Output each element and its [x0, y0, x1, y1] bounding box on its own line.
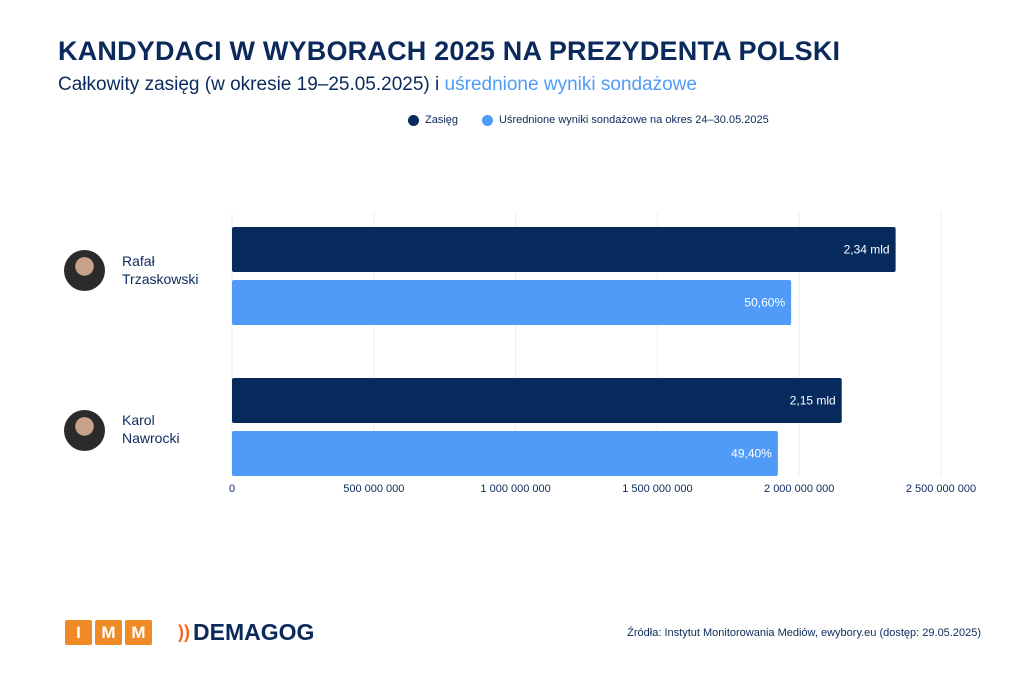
subtitle-highlight: uśrednione wyniki sondażowe	[444, 74, 697, 95]
demagog-logo: )) DEMAGOG	[178, 619, 315, 645]
legend: Zasięg Uśrednione wyniki sondażowe na ok…	[408, 114, 769, 126]
bar-zasieg	[232, 378, 842, 423]
x-tick-label: 1 000 000 000	[480, 483, 550, 495]
category-label-nawrocki: Karol Nawrocki	[122, 412, 180, 446]
source-note: Źródła: Instytut Monitorowania Mediów, e…	[627, 627, 981, 639]
legend-dot-zasieg	[408, 114, 419, 126]
x-tick-label: 2 000 000 000	[764, 483, 834, 495]
chart-title: KANDYDACI W WYBORACH 2025 NA PREZYDENTA …	[58, 36, 841, 66]
x-tick-label: 0	[229, 483, 235, 495]
legend-label-zasieg: Zasięg	[425, 114, 459, 126]
bar-zasieg	[232, 227, 896, 272]
legend-label-sondaz: Uśrednione wyniki sondażowe na okres 24–…	[499, 114, 769, 126]
x-tick-label: 500 000 000	[343, 483, 404, 495]
legend-dot-sondaz	[482, 114, 494, 126]
subtitle-main: Całkowity zasięg (w okresie 19–25.05.202…	[58, 74, 440, 95]
x-tick-label: 1 500 000 000	[622, 483, 692, 495]
bar-sondaz	[232, 280, 792, 325]
avatar-trzaskowski	[64, 250, 105, 291]
avatar-nawrocki	[64, 410, 105, 451]
data-label: 2,15 mld	[790, 394, 836, 408]
category-label-trzaskowski: Rafał Trzaskowski	[122, 253, 199, 287]
data-label: 49,40%	[731, 447, 772, 461]
bar-sondaz	[232, 431, 778, 476]
data-label: 50,60%	[744, 296, 785, 310]
signal-waves-icon: ))	[178, 622, 190, 642]
x-tick-label: 2 500 000 000	[906, 483, 976, 495]
data-label: 2,34 mld	[844, 243, 890, 257]
chart-subtitle: Całkowity zasięg (w okresie 19–25.05.202…	[58, 74, 697, 96]
